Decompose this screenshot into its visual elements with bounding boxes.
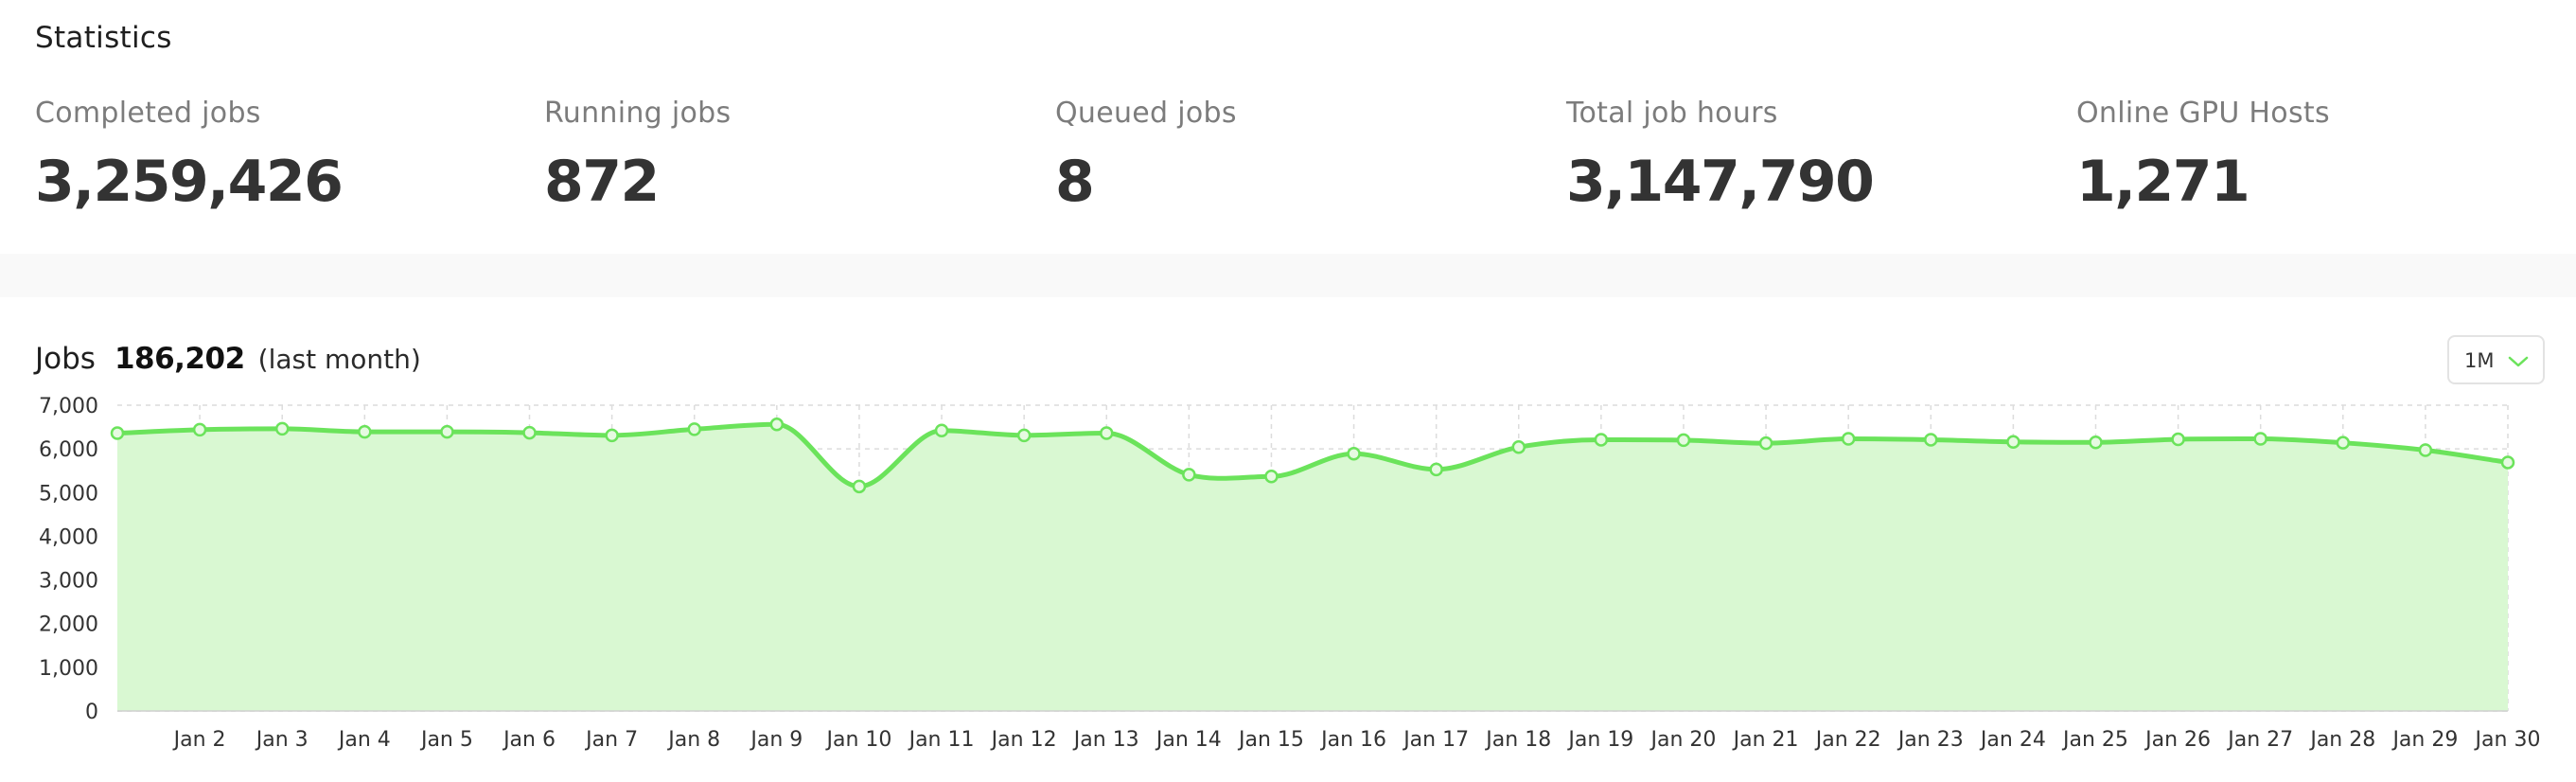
- x-tick-label: Jan 3: [255, 728, 309, 752]
- x-tick-label: Jan 18: [1484, 728, 1551, 752]
- stat-label: Queued jobs: [1055, 97, 1237, 130]
- y-tick-label: 4,000: [39, 525, 98, 549]
- stat-label: Running jobs: [544, 97, 732, 130]
- x-tick-label: Jan 28: [2308, 728, 2375, 752]
- data-point: [1511, 440, 1526, 454]
- stat-queued-jobs: Queued jobs 8: [1055, 97, 1237, 215]
- x-tick-label: Jan 4: [337, 728, 391, 752]
- chart-header: Jobs 186,202 (last month): [35, 342, 421, 376]
- x-tick-label: Jan 6: [502, 728, 556, 752]
- jobs-total: 186,202: [114, 342, 245, 376]
- x-tick-label: Jan 15: [1237, 728, 1304, 752]
- stat-value: 1,271: [2076, 149, 2250, 215]
- x-tick-label: Jan 25: [2061, 728, 2128, 752]
- data-point: [1676, 433, 1691, 448]
- data-point: [1594, 433, 1609, 447]
- y-tick-label: 5,000: [39, 482, 98, 506]
- x-tick-label: Jan 23: [1897, 728, 1964, 752]
- data-point: [2089, 435, 2103, 450]
- x-tick-label: Jan 22: [1814, 728, 1881, 752]
- data-point: [1924, 433, 1938, 447]
- data-point: [2171, 432, 2185, 447]
- jobs-area-chart: 0 1,000 2,000 3,000 4,000 5,000 6,000 7,000 Jan …: [39, 395, 2541, 752]
- x-tick-label: Jan 2: [172, 728, 226, 752]
- stat-value: 3,147,790: [1566, 149, 1875, 215]
- x-tick-label: Jan 19: [1566, 728, 1633, 752]
- data-point: [1016, 428, 1032, 443]
- section-divider: [0, 254, 2576, 297]
- y-tick-label: 2,000: [39, 613, 98, 637]
- chevron-down-icon: [2508, 356, 2529, 367]
- y-tick-label: 7,000: [39, 395, 98, 418]
- x-tick-label: Jan 7: [584, 728, 638, 752]
- range-select[interactable]: 1M: [2447, 335, 2545, 384]
- data-point: [522, 425, 537, 440]
- x-tick-label: Jan 26: [2144, 728, 2211, 752]
- statistics-title: Statistics: [35, 21, 172, 55]
- stat-value: 3,259,426: [35, 149, 344, 215]
- series-area: [117, 424, 2508, 711]
- data-point: [2253, 432, 2267, 446]
- chart-title: Jobs: [35, 342, 96, 376]
- stat-value: 872: [544, 149, 660, 215]
- stat-total-job-hours: Total job hours 3,147,790: [1566, 97, 1875, 215]
- y-tick-label: 3,000: [39, 570, 98, 594]
- data-point: [1429, 462, 1443, 477]
- data-point: [687, 422, 701, 436]
- stat-label: Online GPU Hosts: [2076, 97, 2330, 130]
- y-tick-label: 0: [85, 701, 98, 724]
- data-point: [1347, 446, 1361, 461]
- data-point: [274, 421, 290, 436]
- stat-label: Completed jobs: [35, 97, 261, 130]
- data-point: [769, 418, 785, 432]
- jobs-chart-panel: 0 1,000 2,000 3,000 4,000 5,000 6,000 7,000 Jan …: [0, 297, 2576, 782]
- x-tick-label: Jan 21: [1732, 728, 1799, 752]
- data-point: [110, 426, 125, 440]
- jobs-period: (last month): [257, 344, 421, 375]
- x-tick-label: Jan 30: [2474, 728, 2541, 752]
- x-tick-label: Jan 16: [1319, 728, 1386, 752]
- x-tick-label: Jan 8: [666, 728, 720, 752]
- x-tick-label: Jan 12: [990, 728, 1057, 752]
- x-tick-label: Jan 13: [1072, 728, 1139, 752]
- data-point: [2500, 455, 2515, 470]
- data-point: [2418, 443, 2433, 457]
- x-tick-label: Jan 9: [749, 728, 803, 752]
- data-point: [1182, 468, 1196, 482]
- data-point: [852, 479, 867, 494]
- data-point: [934, 423, 949, 438]
- data-point: [2336, 435, 2351, 450]
- data-point: [1758, 435, 1773, 451]
- x-tick-label: Jan 10: [824, 728, 891, 752]
- x-tick-label: Jan 20: [1650, 728, 1717, 752]
- x-tick-label: Jan 11: [908, 728, 975, 752]
- statistics-panel: Statistics Completed jobs 3,259,426 Runn…: [0, 0, 2576, 254]
- stat-label: Total job hours: [1566, 97, 1778, 130]
- stat-completed-jobs: Completed jobs 3,259,426: [35, 97, 344, 215]
- data-point: [605, 428, 619, 443]
- x-tick-label: Jan 14: [1155, 728, 1222, 752]
- stat-running-jobs: Running jobs 872: [544, 97, 731, 215]
- data-point: [192, 422, 207, 437]
- x-tick-label: Jan 5: [419, 728, 473, 752]
- data-point: [1841, 432, 1856, 446]
- stat-online-gpu-hosts: Online GPU Hosts 1,271: [2076, 97, 2330, 215]
- y-tick-label: 6,000: [39, 438, 98, 462]
- x-tick-label: Jan 29: [2391, 728, 2458, 752]
- data-point: [1264, 469, 1279, 484]
- data-point: [358, 424, 372, 439]
- x-tick-label: Jan 27: [2226, 728, 2293, 752]
- data-point: [1099, 426, 1114, 440]
- stat-value: 8: [1055, 149, 1095, 215]
- x-tick-label: Jan 17: [1402, 728, 1469, 752]
- x-tick-label: Jan 24: [1979, 728, 2046, 752]
- y-tick-label: 1,000: [39, 657, 98, 681]
- range-selected-value: 1M: [2464, 349, 2495, 372]
- data-point: [440, 424, 454, 439]
- data-point: [2006, 435, 2020, 450]
